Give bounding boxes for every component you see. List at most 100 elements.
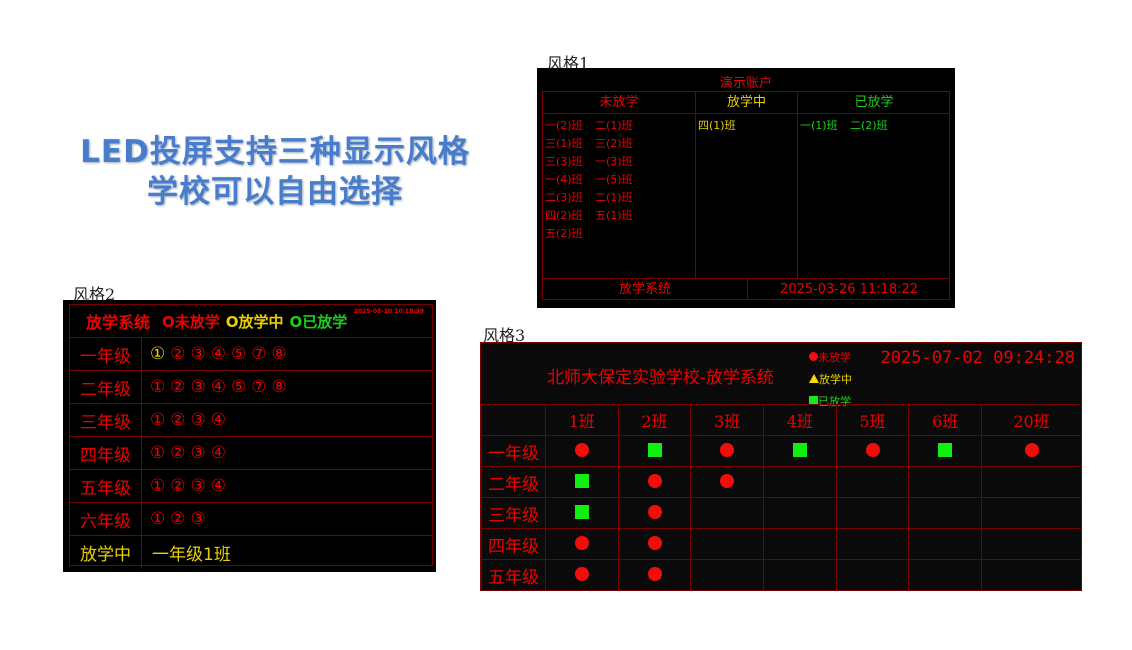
- class-badge[interactable]: ①: [150, 377, 168, 397]
- status-grid: 1班 2班 3班 4班 5班 6班 20班 一年级 二年级 三年级 四年级 五年级: [481, 404, 1082, 591]
- class-list: 四(1)班: [696, 114, 797, 138]
- grade-label: 四年级: [481, 528, 546, 560]
- class-badge[interactable]: ③: [190, 509, 208, 529]
- grade-row: 四年级 ① ② ③ ④: [70, 437, 432, 470]
- status-cell: [617, 497, 692, 529]
- red-circle-icon: [647, 504, 662, 519]
- class-badge[interactable]: ⑧: [271, 344, 289, 364]
- class-header: 20班: [981, 404, 1082, 436]
- footer-system: 放学系统: [543, 278, 748, 300]
- class-header: 6班: [908, 404, 983, 436]
- system-title: 放学系统: [86, 313, 151, 332]
- class-badge[interactable]: ③: [190, 377, 208, 397]
- status-row: 放学中 一年级1班: [70, 536, 432, 569]
- status-value: 一年级1班: [152, 545, 231, 565]
- datetime: 2025-07-02 09:24:28: [880, 348, 1075, 368]
- status-cell: [835, 559, 910, 591]
- class-badge[interactable]: ①: [150, 509, 168, 529]
- grade-label: 六年级: [70, 503, 142, 535]
- class-badge[interactable]: ④: [210, 410, 228, 430]
- class-badge[interactable]: ②: [170, 476, 188, 496]
- status-cell: [908, 559, 983, 591]
- status-cell: [545, 435, 619, 467]
- grade-row: 六年级 ① ② ③: [70, 503, 432, 536]
- class-header: 5班: [835, 404, 910, 436]
- status-cell: [981, 497, 1082, 529]
- class-badge[interactable]: ②: [170, 377, 188, 397]
- status-cell: [835, 466, 910, 498]
- legend-not-dismissed: O未放学: [162, 312, 220, 331]
- status-cell: [690, 528, 765, 560]
- red-circle-icon: [574, 566, 589, 581]
- status-cell: [545, 466, 619, 498]
- yellow-triangle-icon: [809, 374, 819, 383]
- grade-row: 二年级: [481, 466, 1082, 498]
- style3-label: 风格3: [483, 326, 526, 345]
- class-badge[interactable]: ②: [170, 344, 188, 364]
- class-badge[interactable]: ②: [170, 509, 188, 529]
- school-title: 北师大保定实验学校-放学系统: [547, 368, 774, 388]
- class-badge[interactable]: ④: [210, 377, 228, 397]
- class-item: 一(2)班: [545, 119, 583, 132]
- class-badge[interactable]: ⑤: [231, 344, 249, 364]
- class-badge[interactable]: ①: [150, 344, 168, 364]
- grade-label: 三年级: [481, 497, 546, 529]
- grade-label: 四年级: [70, 437, 142, 469]
- class-badge[interactable]: ⑦: [251, 344, 269, 364]
- grade-row: 一年级: [481, 435, 1082, 467]
- grade-label: 二年级: [70, 371, 142, 403]
- class-badge[interactable]: ④: [210, 344, 228, 364]
- status-cell: [617, 435, 692, 467]
- class-header: 1班: [545, 404, 619, 436]
- grade-label: 五年级: [70, 470, 142, 502]
- class-badge[interactable]: ①: [150, 443, 168, 463]
- class-item: 三(2)班: [595, 137, 633, 150]
- status-cell: [981, 559, 1082, 591]
- class-badge[interactable]: ④: [210, 443, 228, 463]
- grade-row: 四年级: [481, 528, 1082, 560]
- class-badge[interactable]: ④: [210, 476, 228, 496]
- status-cell: [690, 466, 765, 498]
- class-item: 二(1)班: [595, 191, 633, 204]
- grade-row: 三年级 ① ② ③ ④: [70, 404, 432, 437]
- status-label: 放学中: [70, 536, 142, 569]
- class-header: 3班: [690, 404, 765, 436]
- class-item: 二(2)班: [850, 119, 888, 132]
- column-dismissing: 放学中 四(1)班: [696, 92, 798, 279]
- class-badge[interactable]: ③: [190, 443, 208, 463]
- class-badge[interactable]: ③: [190, 476, 208, 496]
- class-badge[interactable]: ③: [190, 410, 208, 430]
- red-circle-icon: [647, 473, 662, 488]
- class-badge[interactable]: ①: [150, 476, 168, 496]
- class-header: 4班: [763, 404, 837, 436]
- grade-row: 五年级 ① ② ③ ④: [70, 470, 432, 503]
- red-circle-icon: [574, 442, 589, 457]
- column-not-dismissed: 未放学 一(2)班 二(1)班 三(1)班 三(2)班 三(3)班 一(3)班 一(4)班一…: [543, 92, 696, 279]
- status-cell: [763, 435, 837, 467]
- class-badge[interactable]: ②: [170, 443, 188, 463]
- style3-legend: 未放学 放学中 已放学: [809, 347, 852, 413]
- class-badge[interactable]: ⑧: [271, 377, 289, 397]
- green-square-icon: [574, 504, 589, 519]
- style1-panel: 演示账户 未放学 一(2)班 二(1)班 三(1)班 三(2)班 三(3)班 一(3)班一…: [537, 68, 955, 308]
- status-cell: [908, 528, 983, 560]
- class-badge[interactable]: ⑤: [231, 377, 249, 397]
- class-item: 三(3)班: [545, 155, 583, 168]
- grade-label: 一年级: [70, 338, 142, 370]
- class-badge[interactable]: ⑦: [251, 377, 269, 397]
- red-circle-icon: [1024, 442, 1039, 457]
- class-badge[interactable]: ③: [190, 344, 208, 364]
- status-cell: [690, 559, 765, 591]
- class-item: 一(5)班: [595, 173, 633, 186]
- style2-panel: 放学系统 O未放学 O放学中 O已放学 2025-03-20 10:18:39 …: [63, 300, 436, 572]
- red-circle-icon: [574, 535, 589, 550]
- column-header: 放学中: [696, 92, 797, 114]
- red-circle-icon: [647, 566, 662, 581]
- class-badge[interactable]: ①: [150, 410, 168, 430]
- status-cell: [617, 466, 692, 498]
- class-item: 五(2)班: [545, 227, 583, 240]
- class-item: 五(1)班: [595, 209, 633, 222]
- style3-panel: 北师大保定实验学校-放学系统 未放学 放学中 已放学 2025-07-02 09…: [480, 342, 1082, 591]
- grade-label: 二年级: [481, 466, 546, 498]
- class-badge[interactable]: ②: [170, 410, 188, 430]
